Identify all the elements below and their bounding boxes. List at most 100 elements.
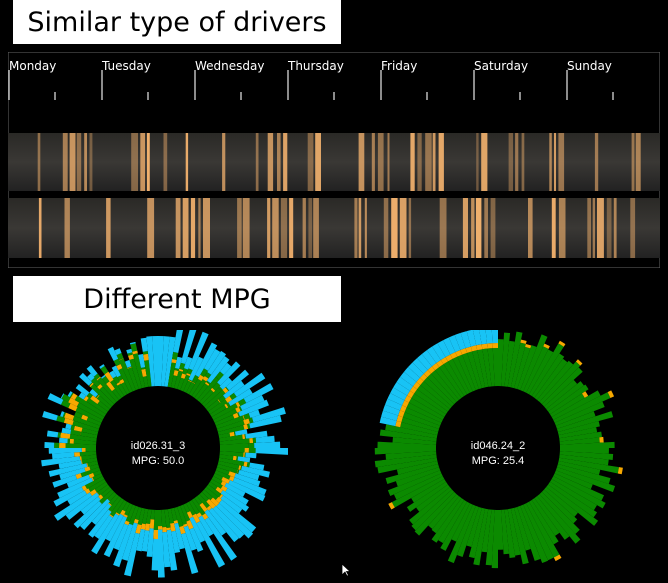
section-title-different-mpg: Different MPG: [13, 276, 341, 322]
trip-bar: [593, 198, 595, 258]
radial-segment: [482, 344, 488, 350]
trip-bar: [549, 133, 552, 191]
trip-bar: [176, 198, 181, 258]
trip-bar: [140, 133, 145, 191]
radial-segment: [162, 527, 167, 532]
trip-bar: [131, 133, 138, 191]
radial-segment: [493, 343, 498, 348]
trip-bar: [63, 133, 68, 191]
radial-segment: [492, 330, 498, 343]
trip-bar: [313, 198, 319, 258]
trip-bar: [630, 198, 635, 258]
trip-bar: [476, 133, 478, 191]
trip-bar: [308, 133, 314, 191]
trip-bar: [203, 198, 210, 258]
trip-bar: [515, 133, 518, 191]
trip-bar: [425, 133, 432, 191]
trip-bar: [417, 133, 421, 191]
trip-bar: [365, 198, 367, 258]
trip-bar: [191, 198, 195, 258]
day-label-sunday: Sunday: [567, 59, 612, 73]
trip-bar: [509, 133, 513, 191]
trip-bar: [587, 198, 591, 258]
radial-segment: [487, 343, 493, 348]
trip-bar: [607, 198, 612, 258]
trip-bar: [303, 198, 306, 258]
trip-bar: [268, 133, 273, 191]
radial-segment: [42, 411, 58, 421]
radial-canvas-1: [28, 330, 288, 578]
trip-bar: [391, 198, 397, 258]
trip-bar: [481, 133, 487, 191]
trip-bar: [243, 198, 250, 258]
radial-segment: [153, 530, 158, 539]
trip-bar: [106, 198, 111, 258]
radial-segment: [476, 344, 482, 350]
mouse-pointer-icon: [341, 563, 351, 577]
driver-id-label-2: id046.24_2: [368, 440, 628, 452]
trip-bar: [147, 198, 154, 258]
radial-canvas-2: [368, 330, 628, 578]
trip-bar: [354, 198, 357, 258]
radial-segment: [143, 354, 149, 361]
day-label-tuesday: Tuesday: [101, 59, 151, 73]
trip-bar: [272, 198, 279, 258]
trip-bar: [359, 133, 365, 191]
trip-bar: [256, 133, 259, 191]
day-label-thursday: Thursday: [287, 59, 344, 73]
trip-bar: [409, 198, 411, 258]
trip-bar: [554, 133, 556, 191]
trip-bar: [559, 198, 566, 258]
trip-bar: [186, 133, 188, 191]
trip-bar: [378, 133, 384, 191]
trip-bar: [372, 133, 375, 191]
driver-radial-chart-2: id046.24_2 MPG: 25.4: [368, 330, 628, 578]
trip-bar: [359, 198, 362, 258]
trip-bar: [552, 198, 556, 258]
trip-bar: [463, 198, 468, 258]
trip-bar: [267, 198, 270, 258]
trip-bar: [198, 198, 200, 258]
trip-bar: [597, 198, 604, 258]
section-title-similar-drivers: Similar type of drivers: [13, 0, 341, 44]
driver-id-label-1: id026.31_3: [28, 440, 288, 452]
trip-bar: [400, 198, 407, 258]
trip-bar: [183, 198, 189, 258]
trip-bar: [476, 198, 482, 258]
trip-bar: [433, 133, 436, 191]
trip-bar: [558, 133, 564, 191]
trip-bar: [632, 133, 635, 191]
day-label-saturday: Saturday: [474, 59, 528, 73]
trip-bar: [90, 133, 93, 191]
trip-bar: [70, 133, 76, 191]
radial-segment: [47, 431, 58, 438]
trip-bar: [528, 198, 533, 258]
driver-mpg-label-1: MPG: 50.0: [28, 455, 288, 467]
trip-bar: [84, 133, 87, 191]
trip-bar: [484, 198, 488, 258]
trip-bar: [439, 133, 444, 191]
radial-segment: [48, 393, 64, 405]
trip-bar: [38, 133, 41, 191]
day-label-wednesday: Wednesday: [195, 59, 264, 73]
trip-bar: [289, 198, 293, 258]
trip-bar: [440, 198, 447, 258]
trip-bar: [237, 198, 242, 258]
trip-bar: [471, 198, 474, 258]
trip-bar: [277, 133, 281, 191]
trip-bar: [388, 133, 390, 191]
radial-segment: [158, 526, 162, 530]
trip-bar: [636, 133, 641, 191]
trip-bar: [283, 133, 287, 191]
trip-bar: [222, 133, 225, 191]
trip-bar: [410, 133, 414, 191]
trip-bar: [308, 198, 312, 258]
trip-bar: [281, 198, 287, 258]
trip-bar: [65, 198, 70, 258]
trip-bar: [39, 198, 42, 258]
trip-bar: [614, 198, 617, 258]
trip-bar: [315, 133, 321, 191]
driver-radial-chart-1: id026.31_3 MPG: 50.0: [28, 330, 288, 578]
